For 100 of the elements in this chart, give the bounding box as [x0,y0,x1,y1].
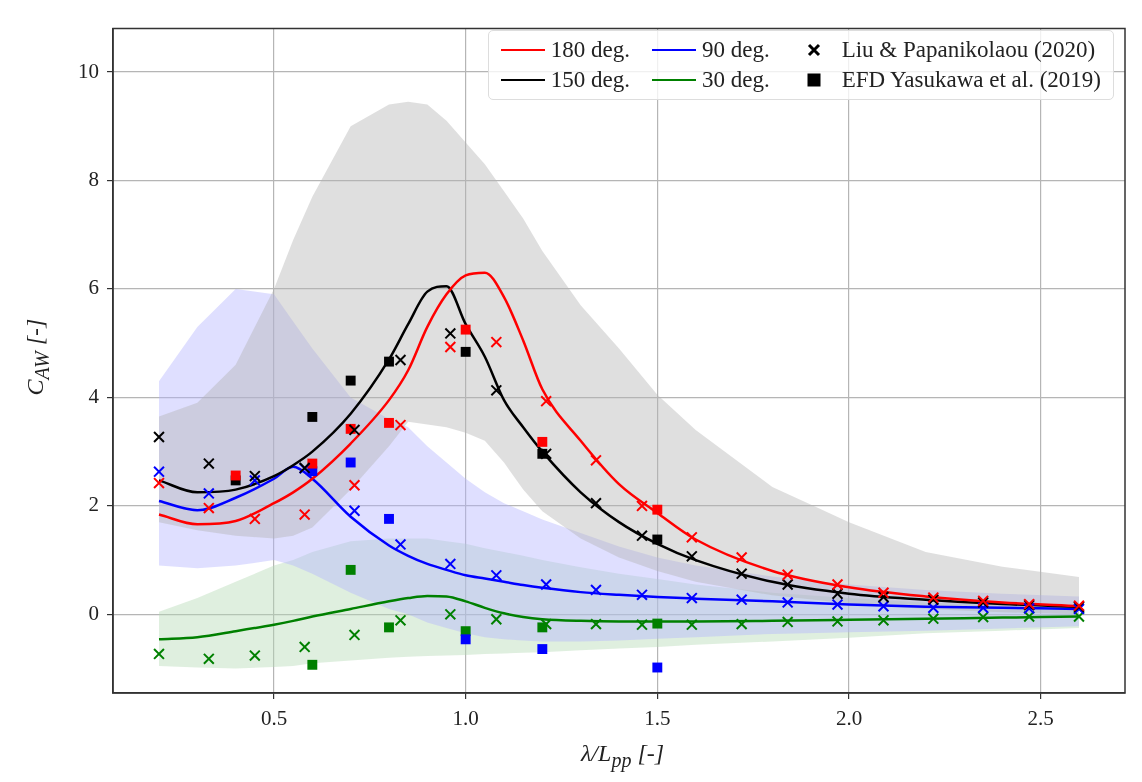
point [636,529,648,542]
point [384,417,394,428]
y-tick-label: 8 [88,166,99,191]
point [831,615,844,628]
x-tick-label: 1.0 [452,706,479,731]
legend-label: 90 deg. [701,37,770,63]
point [490,384,503,397]
point [636,588,648,601]
point [685,592,698,605]
point [781,616,794,628]
point [735,567,748,580]
point [307,458,318,469]
legend-label: 150 deg. [550,67,630,93]
x-axis-title: λ/L$_{pp}$ [-] [579,740,666,772]
point [636,618,648,631]
point [384,622,394,633]
point [394,419,407,432]
point [877,591,890,603]
point [153,477,165,490]
point [153,465,165,478]
point [977,611,990,624]
point [1023,610,1036,623]
point [348,479,361,492]
point [927,601,940,614]
y-tick-label: 6 [88,275,99,300]
point [877,600,890,613]
legend-label: 30 deg. [701,67,770,93]
point [248,474,261,487]
point [735,551,748,564]
point [636,499,648,512]
point [298,640,311,653]
point [977,601,990,614]
point [927,612,940,625]
point [248,470,261,482]
y-tick-label: 10 [78,58,99,83]
point [537,436,548,447]
point [202,652,215,665]
point [460,346,471,357]
point [781,578,794,591]
point [460,634,471,645]
point [540,395,553,408]
point [735,618,748,631]
point [590,497,602,510]
point [298,508,311,521]
y-tick-label: 4 [88,383,100,408]
point [248,649,261,662]
point [685,531,698,544]
x-tick-label: 2.0 [835,706,863,731]
x-tick-label: 1.5 [644,706,671,731]
point [153,648,165,660]
point [202,457,215,470]
legend-label: EFD Yasukawa et al. (2019) [841,67,1101,93]
line-series [157,594,1081,641]
legend-label: Liu & Papanikolaou (2020) [841,37,1096,63]
point [781,568,794,581]
point [394,538,407,551]
point [444,557,457,570]
point [394,354,407,366]
y-tick-label: 2 [88,492,99,517]
legend-label: 180 deg. [550,37,630,63]
point [590,618,602,631]
point [831,587,844,600]
point [345,457,356,468]
point [540,447,553,460]
x-tick-label: 2.5 [1027,706,1054,731]
point [490,336,503,349]
point [345,564,356,575]
point [877,586,890,599]
point [384,356,394,367]
point [652,504,663,515]
point [652,534,663,545]
point [1073,610,1085,623]
point [345,375,356,386]
point [781,596,794,609]
point [348,424,361,436]
point [444,341,457,353]
point [490,613,503,626]
point [202,487,215,500]
point [444,327,457,340]
point [540,578,553,591]
point [685,618,698,631]
point [307,411,318,422]
point [685,550,698,563]
point [394,614,407,627]
point [248,512,261,525]
y-tick-label: 0 [88,600,99,625]
point [348,504,361,517]
point [384,513,394,524]
x-tick-label: 0.5 [260,706,288,731]
point [590,454,602,467]
point [444,608,457,621]
point [735,593,748,606]
point [590,584,602,596]
point [877,614,890,627]
point [652,618,663,629]
point [537,644,548,655]
point [831,598,844,611]
point [307,659,318,670]
point [652,662,663,673]
point [348,629,361,641]
